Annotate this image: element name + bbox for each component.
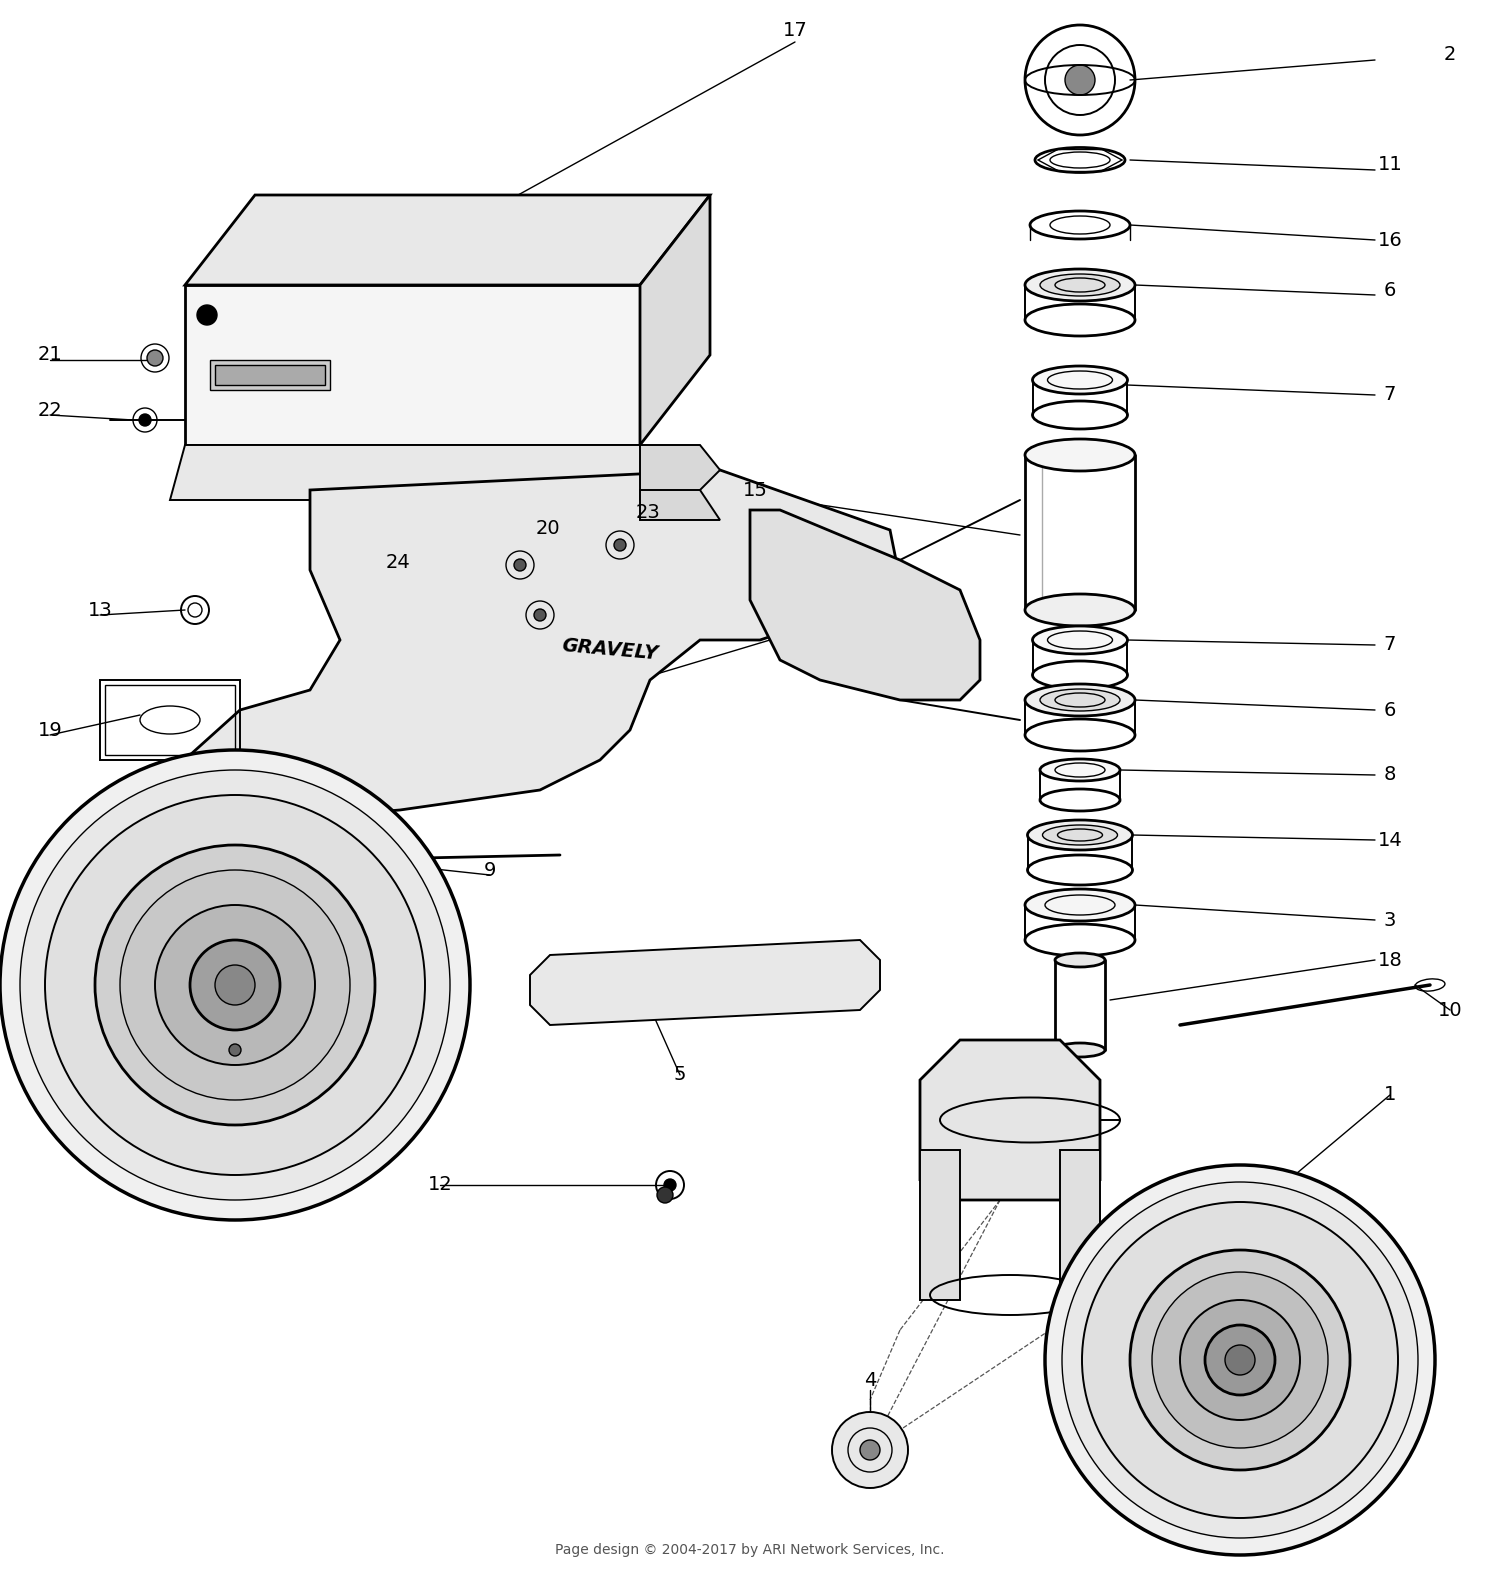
Polygon shape bbox=[184, 285, 640, 444]
Text: 12: 12 bbox=[427, 1176, 453, 1195]
Ellipse shape bbox=[1024, 440, 1136, 471]
Circle shape bbox=[626, 474, 656, 504]
Text: 1: 1 bbox=[1384, 1086, 1396, 1105]
Circle shape bbox=[534, 609, 546, 621]
Circle shape bbox=[1046, 1165, 1436, 1556]
Ellipse shape bbox=[1054, 953, 1106, 968]
Circle shape bbox=[120, 870, 350, 1100]
Circle shape bbox=[45, 795, 424, 1175]
Text: 11: 11 bbox=[1377, 155, 1402, 174]
Circle shape bbox=[140, 414, 152, 425]
Text: 23: 23 bbox=[636, 503, 660, 522]
Text: 2: 2 bbox=[1444, 46, 1456, 65]
Ellipse shape bbox=[1024, 594, 1136, 626]
Ellipse shape bbox=[318, 819, 382, 841]
Ellipse shape bbox=[310, 849, 370, 871]
Text: 7: 7 bbox=[1384, 636, 1396, 655]
Polygon shape bbox=[184, 194, 710, 285]
Polygon shape bbox=[640, 194, 710, 444]
Circle shape bbox=[190, 941, 280, 1029]
Polygon shape bbox=[580, 444, 640, 490]
Circle shape bbox=[1226, 1345, 1256, 1375]
Circle shape bbox=[196, 305, 217, 326]
Text: 24: 24 bbox=[386, 553, 411, 572]
Circle shape bbox=[230, 1043, 242, 1056]
Text: 7: 7 bbox=[1384, 386, 1396, 405]
Ellipse shape bbox=[1032, 365, 1128, 394]
Text: GRAVELY: GRAVELY bbox=[561, 636, 658, 664]
Circle shape bbox=[147, 349, 164, 365]
Text: 14: 14 bbox=[1377, 830, 1402, 849]
Polygon shape bbox=[190, 470, 900, 821]
Ellipse shape bbox=[1028, 821, 1132, 851]
Circle shape bbox=[1082, 1202, 1398, 1518]
Text: 4: 4 bbox=[864, 1371, 876, 1390]
Text: 13: 13 bbox=[87, 601, 112, 620]
Text: 16: 16 bbox=[1377, 231, 1402, 250]
Text: 8: 8 bbox=[1384, 765, 1396, 784]
Text: 19: 19 bbox=[38, 721, 63, 740]
Polygon shape bbox=[920, 1040, 1100, 1200]
Text: 22: 22 bbox=[38, 400, 63, 419]
Circle shape bbox=[94, 844, 375, 1126]
Circle shape bbox=[1065, 65, 1095, 95]
Polygon shape bbox=[530, 941, 880, 1024]
Text: 10: 10 bbox=[1437, 1001, 1462, 1020]
Polygon shape bbox=[1060, 1149, 1100, 1300]
Circle shape bbox=[859, 1440, 880, 1459]
Circle shape bbox=[664, 1179, 676, 1190]
Text: 15: 15 bbox=[742, 481, 768, 500]
Text: 5: 5 bbox=[674, 1066, 686, 1085]
Ellipse shape bbox=[318, 969, 382, 991]
Ellipse shape bbox=[1040, 274, 1120, 296]
Polygon shape bbox=[170, 444, 656, 500]
Circle shape bbox=[1152, 1273, 1328, 1448]
Circle shape bbox=[20, 770, 450, 1200]
Polygon shape bbox=[920, 1149, 960, 1300]
Polygon shape bbox=[750, 511, 980, 700]
Polygon shape bbox=[640, 490, 720, 520]
Circle shape bbox=[1204, 1325, 1275, 1394]
Bar bbox=[210, 360, 330, 391]
Polygon shape bbox=[280, 960, 420, 1089]
Text: 21: 21 bbox=[38, 346, 63, 365]
Text: 18: 18 bbox=[1377, 950, 1402, 969]
Circle shape bbox=[1062, 1183, 1418, 1538]
Circle shape bbox=[614, 539, 626, 552]
Circle shape bbox=[657, 1187, 674, 1203]
Polygon shape bbox=[184, 444, 240, 490]
Text: 6: 6 bbox=[1384, 280, 1396, 299]
Ellipse shape bbox=[1024, 685, 1136, 716]
Text: 20: 20 bbox=[536, 519, 561, 538]
Text: 9: 9 bbox=[484, 860, 496, 879]
Text: 17: 17 bbox=[783, 21, 807, 40]
Circle shape bbox=[0, 749, 470, 1221]
Circle shape bbox=[1130, 1251, 1350, 1470]
Text: 6: 6 bbox=[1384, 700, 1396, 719]
Circle shape bbox=[514, 560, 526, 571]
Ellipse shape bbox=[1024, 889, 1136, 922]
Circle shape bbox=[154, 904, 315, 1066]
Ellipse shape bbox=[1024, 269, 1136, 300]
Text: Page design © 2004-2017 by ARI Network Services, Inc.: Page design © 2004-2017 by ARI Network S… bbox=[555, 1543, 945, 1557]
Ellipse shape bbox=[1054, 1043, 1106, 1058]
Ellipse shape bbox=[1040, 689, 1120, 711]
Circle shape bbox=[214, 964, 255, 1006]
Ellipse shape bbox=[1042, 825, 1118, 844]
Polygon shape bbox=[640, 444, 720, 500]
Ellipse shape bbox=[1040, 759, 1120, 781]
Circle shape bbox=[1180, 1300, 1300, 1420]
Ellipse shape bbox=[1032, 626, 1128, 655]
Bar bbox=[214, 365, 326, 386]
Circle shape bbox=[833, 1412, 908, 1488]
Text: 3: 3 bbox=[1384, 911, 1396, 930]
